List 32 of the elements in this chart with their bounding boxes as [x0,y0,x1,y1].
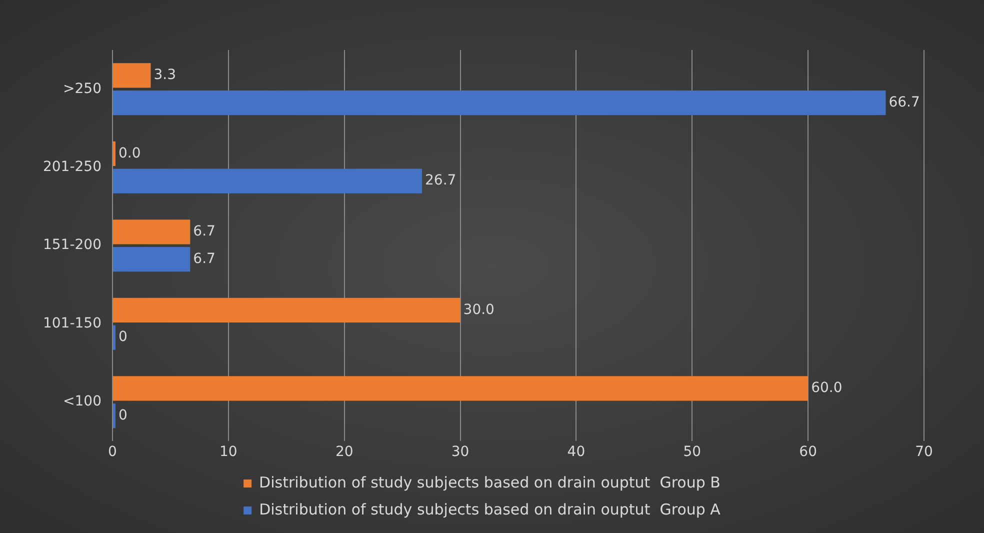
y-tick-label: >250 [63,80,102,97]
bar [112,376,808,401]
data-label: 6.7 [193,224,216,240]
x-tick-label: 70 [915,444,933,460]
data-label: 60.0 [811,380,842,396]
x-tick-label: 20 [335,444,354,460]
data-label: 6.7 [193,250,216,267]
bar [112,298,460,322]
bar [112,246,190,272]
data-label: 3.3 [154,67,176,84]
x-tick-label: 50 [683,444,702,460]
bar [112,168,422,194]
data-label: 0 [118,407,128,424]
data-label: 0.0 [118,145,141,162]
x-tick-label: 10 [220,444,238,460]
bar [112,220,190,244]
data-label: 0 [118,329,128,346]
y-tick-label: <100 [63,394,102,410]
x-tick-label: 40 [567,444,586,460]
y-tick-label: 101-150 [42,315,102,332]
x-tick-label: 30 [451,444,470,460]
data-label: 30.0 [463,302,494,318]
bar [112,63,151,88]
x-tick-label: 60 [799,444,817,460]
data-label: 66.7 [888,94,920,110]
bar [112,90,886,116]
y-tick-label: 151-200 [42,237,102,254]
y-tick-label: 201-250 [42,159,102,175]
data-label: 26.7 [425,172,456,189]
legend-label: Distribution of study subjects based on drain ouptut Group B [259,473,720,492]
x-tick-label: 0 [108,444,117,460]
legend-label: Distribution of study subjects based on drain ouptut Group A [259,500,722,518]
